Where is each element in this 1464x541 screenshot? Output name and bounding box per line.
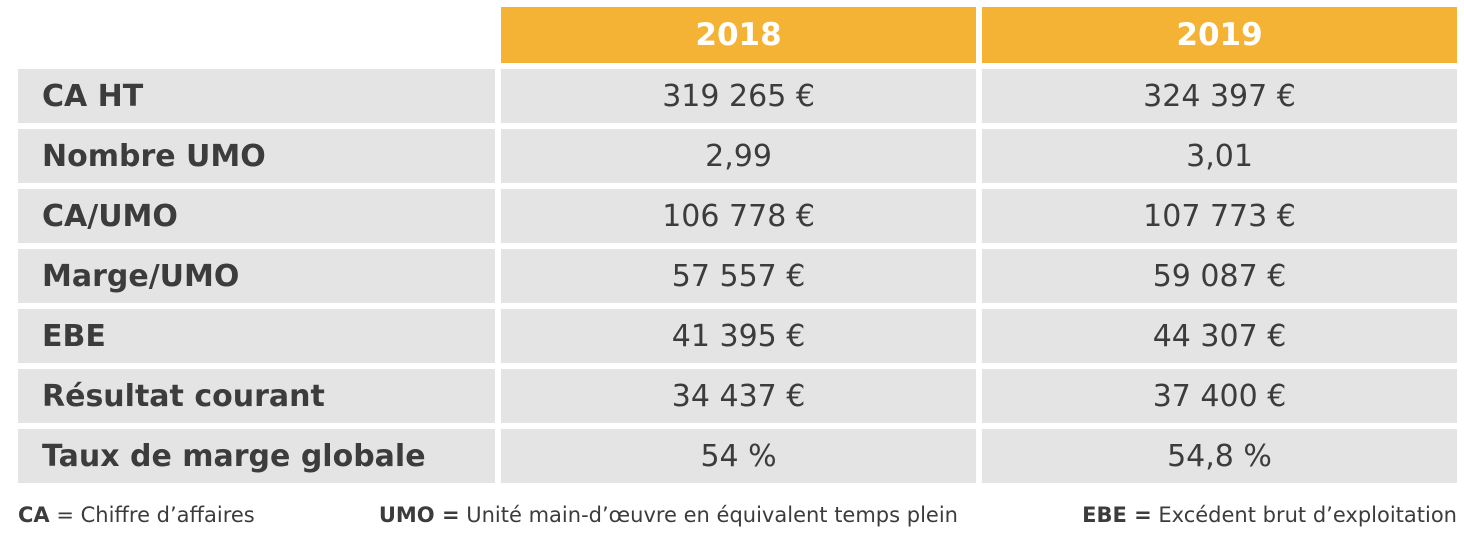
legend-item-ebe: EBE = Excédent brut d’exploitation bbox=[1082, 503, 1457, 527]
header-year-2019: 2019 bbox=[982, 7, 1457, 63]
legend-separator: = bbox=[49, 503, 81, 527]
legend-abbr: UMO = bbox=[378, 503, 460, 527]
row-label: CA/UMO bbox=[18, 189, 496, 243]
row-value-2019: 44 307 € bbox=[982, 309, 1457, 363]
legend-text: Chiffre d’affaires bbox=[80, 503, 255, 527]
table-row: CA HT 319 265 € 324 397 € bbox=[18, 69, 1457, 123]
row-value-2018: 319 265 € bbox=[501, 69, 977, 123]
legend-item-umo: UMO = Unité main-d’œuvre en équivalent t… bbox=[379, 503, 958, 527]
table-row: EBE 41 395 € 44 307 € bbox=[18, 309, 1457, 363]
table-row: Taux de marge globale 54 % 54,8 % bbox=[18, 429, 1457, 483]
row-value-2019: 54,8 % bbox=[982, 429, 1457, 483]
row-value-2018: 106 778 € bbox=[501, 189, 977, 243]
row-value-2018: 34 437 € bbox=[501, 369, 977, 423]
row-value-2019: 324 397 € bbox=[982, 69, 1457, 123]
legend-abbr: CA bbox=[18, 503, 50, 527]
row-value-2019: 59 087 € bbox=[982, 249, 1457, 303]
header-blank-cell bbox=[18, 7, 495, 63]
row-value-2018: 41 395 € bbox=[501, 309, 977, 363]
row-value-2018: 54 % bbox=[501, 429, 977, 483]
row-label: Marge/UMO bbox=[18, 249, 496, 303]
table-row: Nombre UMO 2,99 3,01 bbox=[18, 129, 1457, 183]
row-label: EBE bbox=[18, 309, 496, 363]
table-row: CA/UMO 106 778 € 107 773 € bbox=[18, 189, 1457, 243]
table-row: Marge/UMO 57 557 € 59 087 € bbox=[18, 249, 1457, 303]
legend-text: Unité main-d’œuvre en équivalent temps p… bbox=[466, 503, 958, 527]
row-label: Taux de marge globale bbox=[18, 429, 496, 483]
row-label: Résultat courant bbox=[18, 369, 496, 423]
table-row: Résultat courant 34 437 € 37 400 € bbox=[18, 369, 1457, 423]
row-value-2019: 107 773 € bbox=[982, 189, 1457, 243]
legend-item-ca: CA = Chiffre d’affaires bbox=[18, 503, 255, 527]
row-value-2019: 3,01 bbox=[982, 129, 1457, 183]
row-label: CA HT bbox=[18, 69, 496, 123]
table-header-row: 2018 2019 bbox=[18, 7, 1457, 63]
financial-table: 2018 2019 CA HT 319 265 € 324 397 € Nomb… bbox=[18, 7, 1457, 489]
row-value-2019: 37 400 € bbox=[982, 369, 1457, 423]
row-value-2018: 2,99 bbox=[501, 129, 977, 183]
legend-text: Excédent brut d’exploitation bbox=[1158, 503, 1457, 527]
row-value-2018: 57 557 € bbox=[501, 249, 977, 303]
header-year-2018: 2018 bbox=[501, 7, 977, 63]
abbreviation-legend: CA = Chiffre d’affaires UMO = Unité main… bbox=[18, 503, 1457, 527]
row-label: Nombre UMO bbox=[18, 129, 496, 183]
legend-abbr: EBE = bbox=[1082, 503, 1152, 527]
